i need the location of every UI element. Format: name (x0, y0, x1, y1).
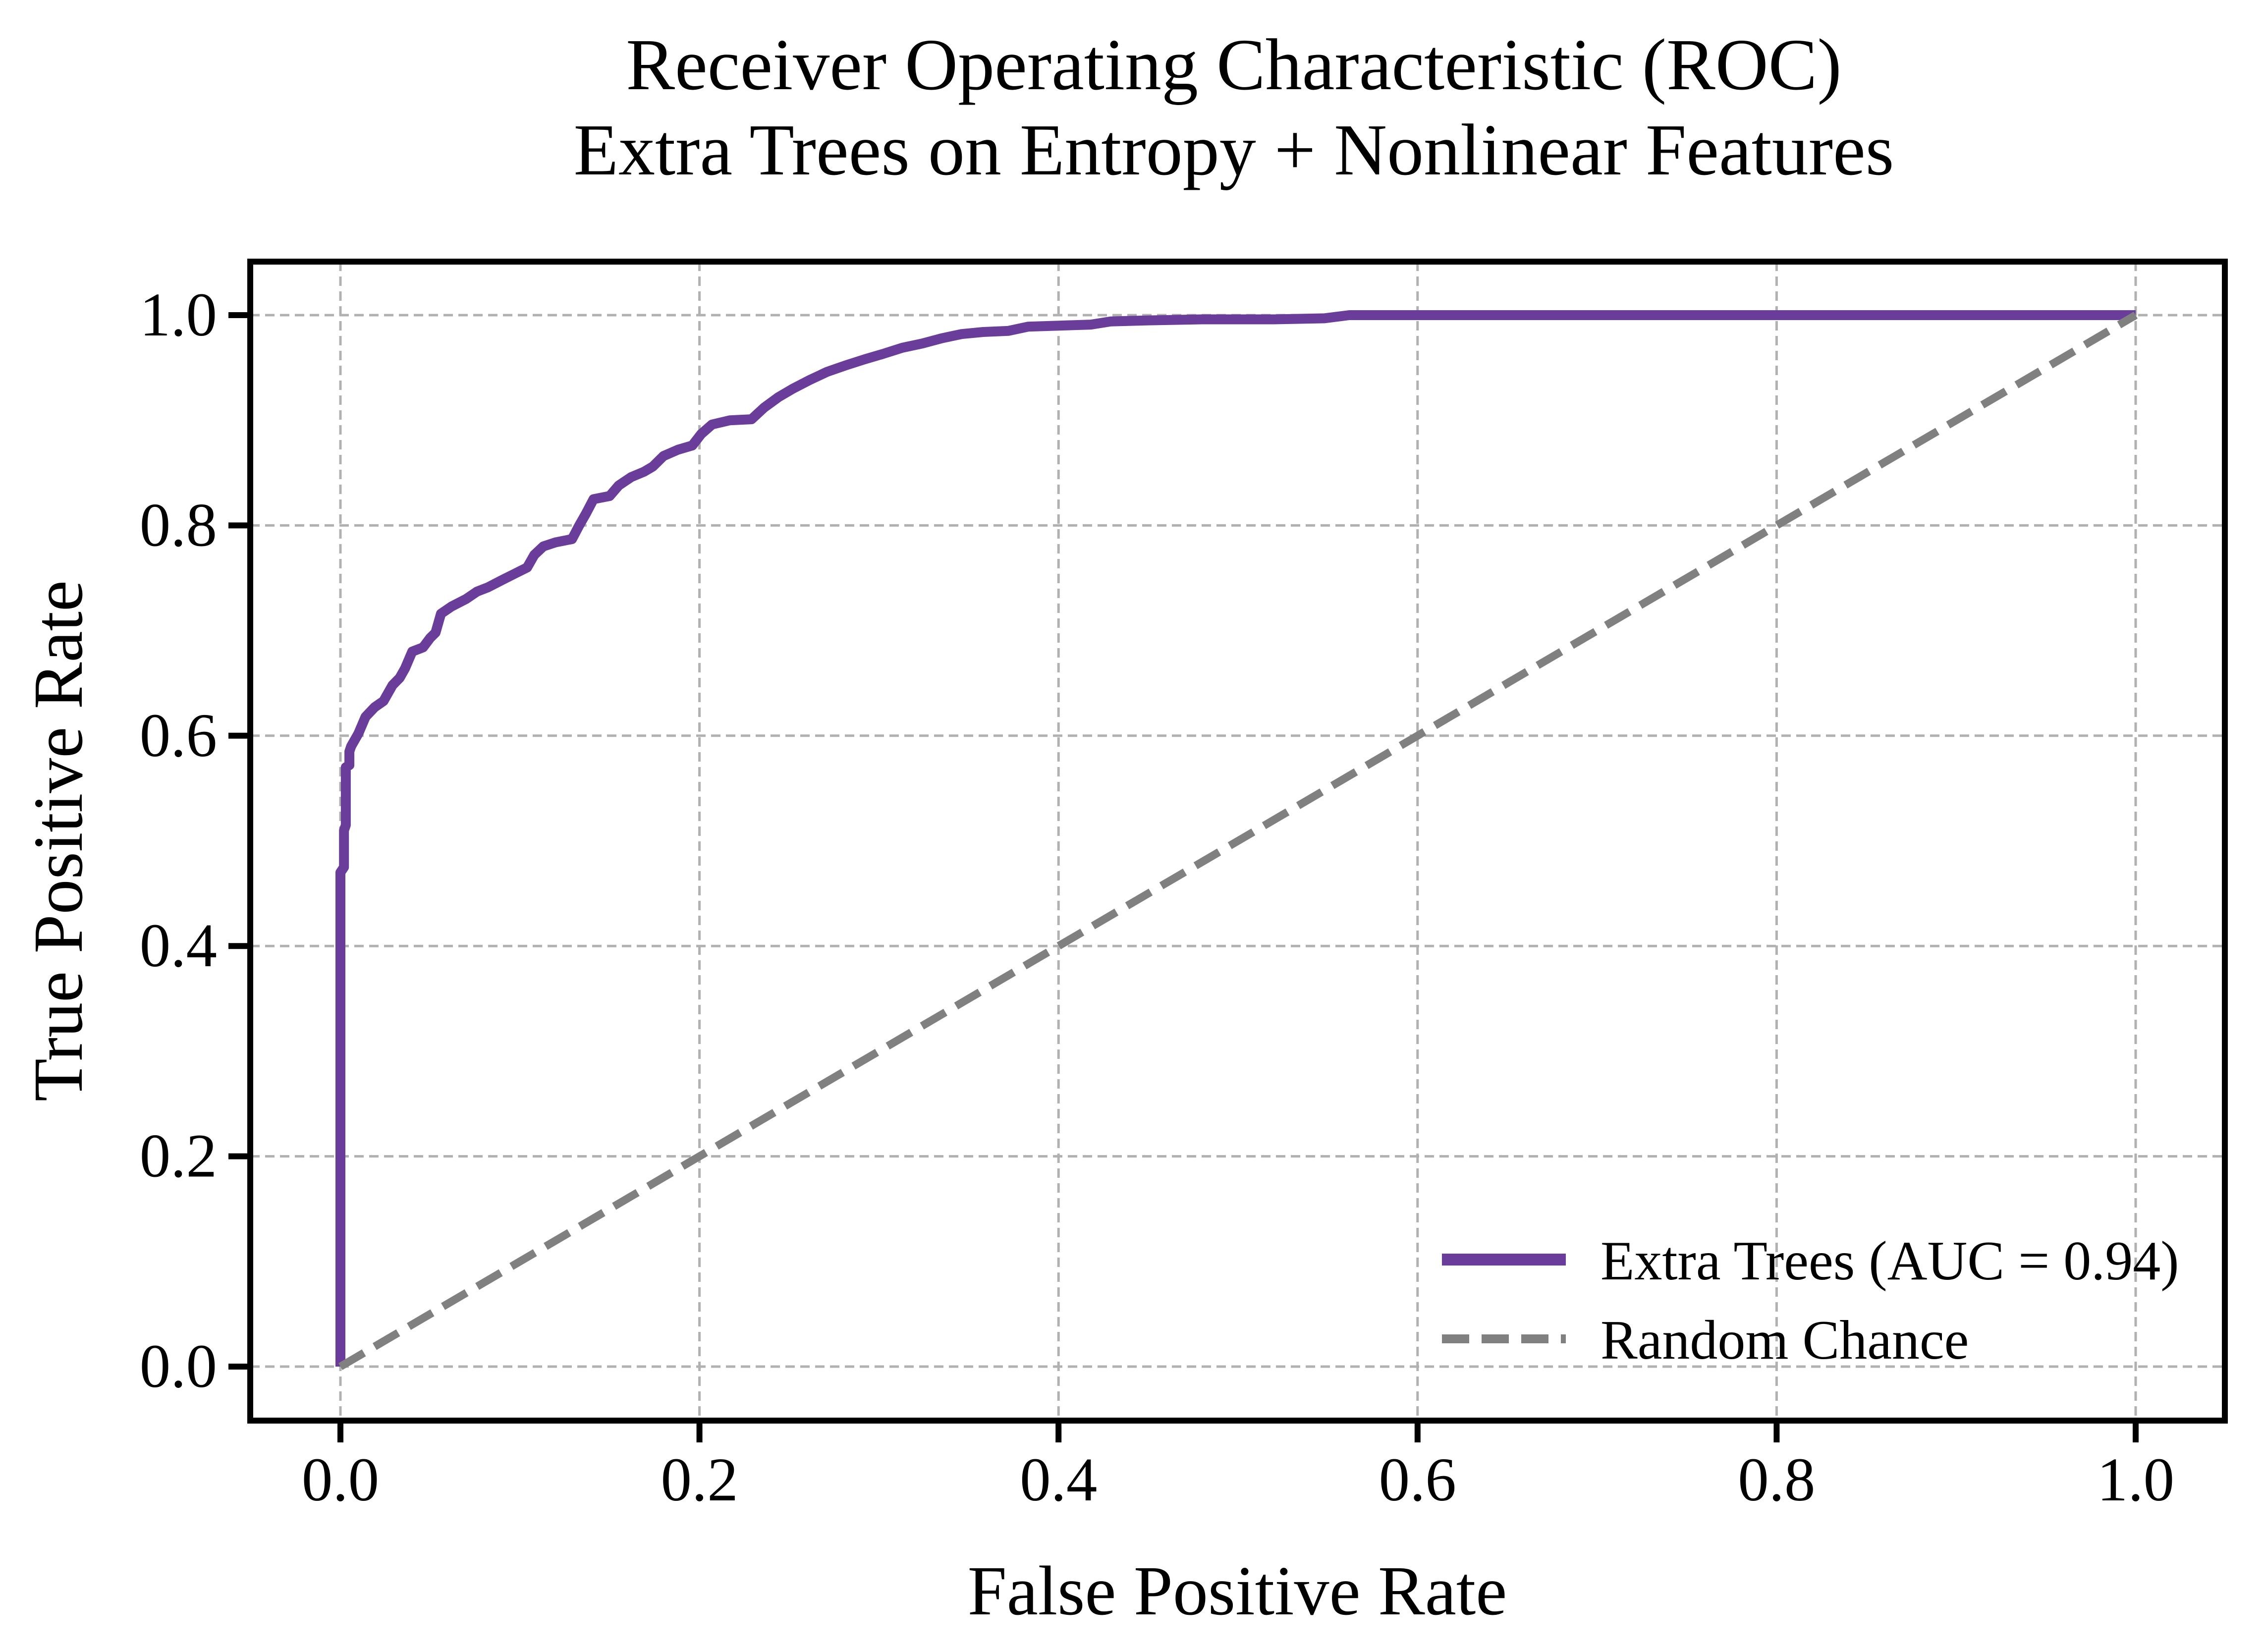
plot-border (247, 259, 2228, 1424)
series-line-extra-trees (335, 310, 2136, 1367)
axis-ticks (228, 312, 2139, 1442)
x-tick-label-0.8: 0.8 (1738, 1446, 1815, 1514)
legend-item-extra-trees: Extra Trees (AUC = 0.94) (1442, 1230, 2179, 1292)
legend-label-random-chance: Random Chance (1601, 1310, 1969, 1371)
legend-item-random-chance: Random Chance (1442, 1310, 1969, 1371)
x-tick-label-0.2: 0.2 (661, 1446, 738, 1514)
x-tick-label-1.0: 1.0 (2097, 1446, 2174, 1514)
x-axis-label: False Positive Rate (968, 1551, 1507, 1630)
x-tick-label-0.0: 0.0 (302, 1446, 379, 1514)
series-line-random-chance (338, 312, 2138, 1370)
series-lines (335, 310, 2138, 1370)
chart-title-line1: Receiver Operating Characteristic (ROC) (626, 24, 1841, 106)
y-tick-label-0.2: 0.2 (140, 1122, 217, 1191)
y-tick-label-0.0: 0.0 (140, 1332, 217, 1401)
legend-label-extra-trees: Extra Trees (AUC = 0.94) (1601, 1230, 2179, 1292)
y-axis-label: True Positive Rate (19, 580, 97, 1101)
y-tick-label-1.0: 1.0 (140, 281, 217, 349)
x-tick-label-0.4: 0.4 (1020, 1446, 1097, 1514)
legend: Extra Trees (AUC = 0.94) Random Chance (1442, 1230, 2179, 1371)
axis-tick-labels: 0.0 0.2 0.4 0.6 0.8 1.0 0.0 0.2 0.4 0.6 0.8 1.0 (140, 281, 2174, 1514)
x-tick-label-0.6: 0.6 (1379, 1446, 1456, 1514)
y-tick-label-0.4: 0.4 (140, 912, 217, 980)
y-tick-label-0.6: 0.6 (140, 702, 217, 770)
chart-title-line2: Extra Trees on Entropy + Nonlinear Featu… (574, 110, 1894, 191)
y-tick-label-0.8: 0.8 (140, 491, 217, 559)
